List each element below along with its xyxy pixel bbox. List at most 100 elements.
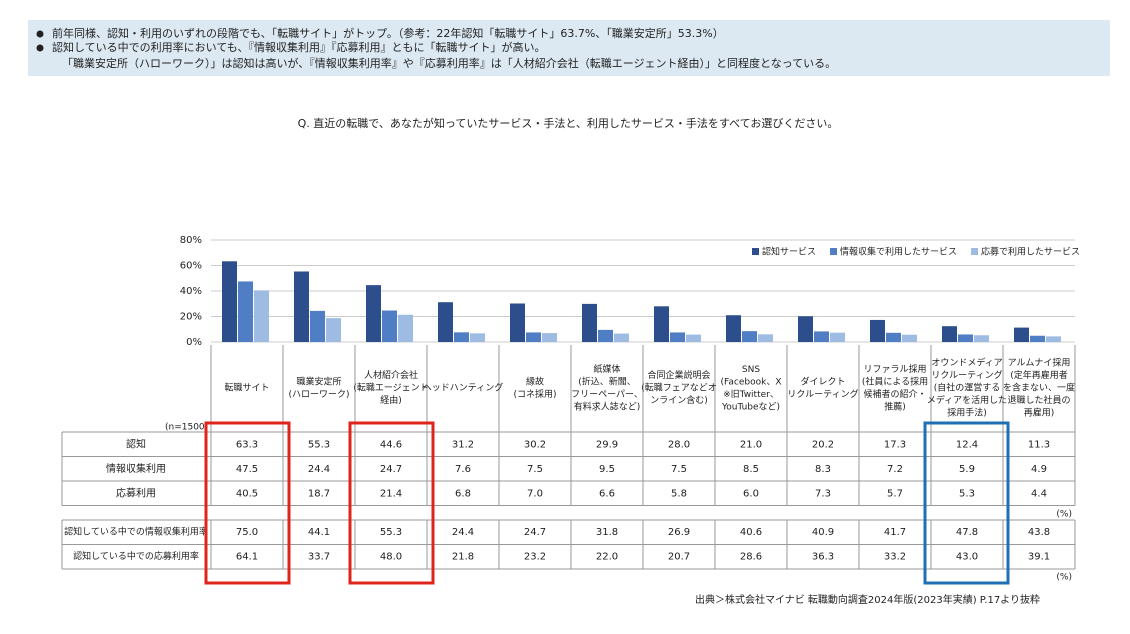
highlight-box (204, 421, 291, 585)
category-label: オウンドメディア (931, 357, 1002, 369)
y-tick-label: 60% (180, 261, 202, 272)
value-cell: 28.6 (740, 552, 762, 563)
bar (814, 331, 829, 342)
category-label: 経由) (380, 394, 402, 406)
value-cell: 5.9 (959, 464, 975, 475)
category-label: 採用手法) (947, 407, 987, 419)
value-cell: 24.4 (452, 527, 474, 538)
value-cell: 75.0 (236, 527, 258, 538)
legend-label: 情報収集で利用したサービス (840, 246, 957, 258)
bar (974, 335, 989, 342)
value-cell: 21.0 (740, 439, 762, 450)
bar (902, 334, 917, 342)
category-label: 人材紹介会社 (364, 369, 418, 381)
value-cell: 44.1 (308, 527, 330, 538)
category-label: YouTubeなど) (721, 401, 780, 412)
bar (670, 332, 685, 342)
value-cell: 29.9 (596, 439, 618, 450)
category-label: 候補者の紹介・ (863, 388, 926, 400)
bar (798, 316, 813, 342)
category-label: リクルーティング (787, 388, 858, 400)
y-tick-label: 20% (180, 312, 202, 323)
banner-bg (28, 20, 1110, 76)
value-cell: 64.1 (236, 552, 258, 563)
value-cell: 24.7 (524, 527, 546, 538)
value-cell: 5.8 (671, 488, 687, 499)
value-cell: 24.7 (380, 464, 402, 475)
category-label: (コネ採用) (513, 388, 556, 400)
category-label: (定年再雇用者 (1010, 369, 1068, 381)
row-label: 認知している中での応募利用率 (73, 550, 199, 562)
value-cell: 44.6 (380, 439, 402, 450)
bar (542, 333, 557, 342)
value-cell: 63.3 (236, 439, 258, 450)
value-cell: 43.0 (956, 552, 978, 563)
question: Q. 直近の転職で、あなたが知っていたサービス・手法と、利用したサービス・手法を… (298, 116, 839, 130)
category-label: フリーペーパー、 (571, 389, 643, 400)
bar (438, 302, 453, 342)
value-cell: 41.7 (884, 527, 906, 538)
category-label: (自社の運営する (934, 382, 1001, 394)
value-cell: 39.1 (1028, 552, 1050, 563)
value-cell: 17.3 (884, 439, 906, 450)
row-label: 情報収集利用 (106, 462, 166, 475)
category-label: メディアを活用した (927, 394, 1007, 406)
value-cell: 7.5 (527, 464, 543, 475)
row-label: 認知している中での情報収集利用率 (64, 526, 208, 538)
highlight-box (348, 421, 435, 585)
banner-line: 前年同様、認知・利用のいずれの段階でも、「転職サイト」がトップ。（参考：22年認… (52, 26, 724, 40)
value-cell: 33.2 (884, 552, 906, 563)
value-cell: 55.3 (380, 527, 402, 538)
y-tick-label: 80% (180, 235, 202, 246)
category-label: SNS (742, 365, 760, 375)
y-tick-label: 0% (186, 337, 202, 348)
value-cell: 5.7 (887, 488, 903, 499)
category-label: ンライン含む) (650, 394, 708, 406)
category-label: (折込、新聞、 (578, 375, 636, 387)
value-cell: 33.7 (308, 552, 330, 563)
category-label: 紙媒体 (593, 363, 620, 375)
category-label: アルムナイ採用 (1008, 357, 1071, 369)
y-tick-label: 40% (180, 286, 202, 297)
value-cell: 43.8 (1028, 527, 1050, 538)
value-cell: 18.7 (308, 488, 330, 499)
category-label: ※旧Twitter、 (723, 389, 779, 400)
bullet (36, 30, 44, 38)
category-label: を含まない、一度 (1003, 382, 1075, 394)
category-label: ヘッドハンティング (423, 382, 503, 394)
value-cell: 7.2 (887, 464, 903, 475)
category-label: (社員による採用 (862, 375, 928, 387)
value-cell: 12.4 (956, 439, 978, 450)
legend-label: 認知サービス (762, 246, 816, 258)
category-label: (転職エージェント (353, 383, 428, 394)
bar (1014, 327, 1029, 342)
category-label: リクルーティング (931, 369, 1002, 381)
category-label: 推薦) (884, 400, 906, 412)
bar (470, 333, 485, 342)
bar (1030, 335, 1045, 342)
bar (726, 315, 741, 342)
value-cell: 6.8 (455, 488, 471, 499)
bar (310, 310, 325, 342)
bar (526, 332, 541, 342)
value-cell: 40.5 (236, 488, 258, 499)
bar (870, 319, 885, 342)
unit-label: (%) (1056, 510, 1072, 520)
value-cell: 20.7 (668, 552, 690, 563)
category-label: (ハローワーク) (288, 389, 349, 400)
value-cell: 5.3 (959, 488, 975, 499)
value-cell: 48.0 (380, 552, 402, 563)
row-label: 応募利用 (116, 486, 156, 499)
unit-label: (%) (1056, 573, 1072, 583)
value-cell: 31.2 (452, 439, 474, 450)
bar (830, 332, 845, 342)
category-label: 再雇用) (1024, 407, 1055, 419)
legend-label: 応募で利用したサービス (981, 246, 1080, 258)
value-cell: 7.0 (527, 488, 543, 499)
bar (582, 303, 597, 342)
bar (686, 334, 701, 342)
bar (398, 314, 413, 342)
value-cell: 4.9 (1031, 464, 1047, 475)
bar (382, 310, 397, 342)
